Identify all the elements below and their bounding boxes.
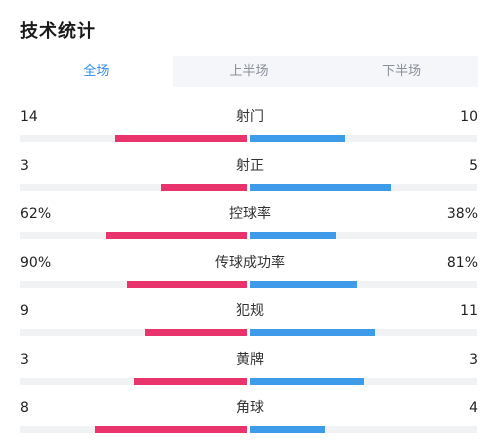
home-bar-fill	[106, 232, 247, 239]
home-value: 3	[20, 351, 29, 368]
away-bar-track	[250, 426, 477, 433]
home-bar-track	[20, 377, 247, 385]
home-value: 90%	[20, 254, 52, 271]
away-bar-fill	[250, 329, 375, 336]
home-bar-track	[20, 232, 247, 239]
away-value: 11	[460, 303, 478, 319]
home-bar-track	[20, 183, 247, 191]
away-bar-fill	[250, 280, 357, 288]
home-value: 8	[20, 400, 29, 416]
away-bar-track	[250, 377, 477, 385]
away-value: 38%	[446, 206, 478, 222]
away-bar-track	[250, 280, 477, 288]
away-bar-track	[250, 135, 477, 142]
period-tabs: 全场 上半场 下半场	[20, 56, 478, 87]
away-bar-fill	[250, 377, 364, 385]
stat-name: 控球率	[229, 206, 271, 222]
away-bar-track	[250, 183, 477, 191]
home-bar-track	[20, 280, 247, 288]
home-value: 14	[20, 109, 38, 125]
away-bar-fill	[250, 135, 346, 142]
away-value: 81%	[446, 254, 478, 271]
home-bar-fill	[94, 426, 247, 433]
home-bar-track	[20, 329, 247, 336]
tab-second-half[interactable]: 下半场	[382, 64, 422, 79]
away-bar-fill	[250, 426, 325, 433]
stat-row: 3 黄牌 3	[0, 350, 500, 390]
home-bar-fill	[160, 183, 247, 191]
home-bar-track	[20, 135, 247, 142]
stat-name: 犯规	[236, 303, 264, 319]
stat-row: 8 角球 4	[0, 398, 500, 438]
tab-first-half[interactable]: 上半场	[229, 64, 269, 79]
away-bar-fill	[250, 183, 391, 191]
home-value: 9	[20, 303, 29, 319]
home-value: 3	[20, 157, 29, 174]
home-bar-fill	[133, 377, 247, 385]
stat-row: 3 射正 5	[0, 156, 500, 196]
stat-row: 90% 传球成功率 81%	[0, 253, 500, 293]
away-value: 10	[460, 109, 478, 125]
home-bar-fill	[144, 329, 247, 336]
home-value: 62%	[20, 206, 52, 222]
home-bar-fill	[115, 135, 247, 142]
away-bar-track	[250, 329, 477, 336]
tab-full-match[interactable]: 全场	[20, 56, 173, 87]
away-value: 3	[469, 351, 478, 368]
home-bar-fill	[126, 280, 247, 288]
stat-name: 角球	[236, 400, 264, 416]
away-bar-track	[250, 232, 477, 239]
stat-name: 传球成功率	[215, 254, 285, 271]
away-bar-fill	[250, 232, 337, 239]
away-value: 4	[469, 400, 478, 416]
stat-row: 14 射门 10	[0, 107, 500, 147]
stat-row: 62% 控球率 38%	[0, 204, 500, 244]
section-title: 技术统计	[20, 21, 96, 42]
stat-row: 9 犯规 11	[0, 301, 500, 341]
stat-name: 黄牌	[236, 351, 264, 368]
away-value: 5	[469, 157, 478, 174]
stat-name: 射正	[236, 157, 264, 174]
stat-name: 射门	[236, 109, 264, 125]
home-bar-track	[20, 426, 247, 433]
